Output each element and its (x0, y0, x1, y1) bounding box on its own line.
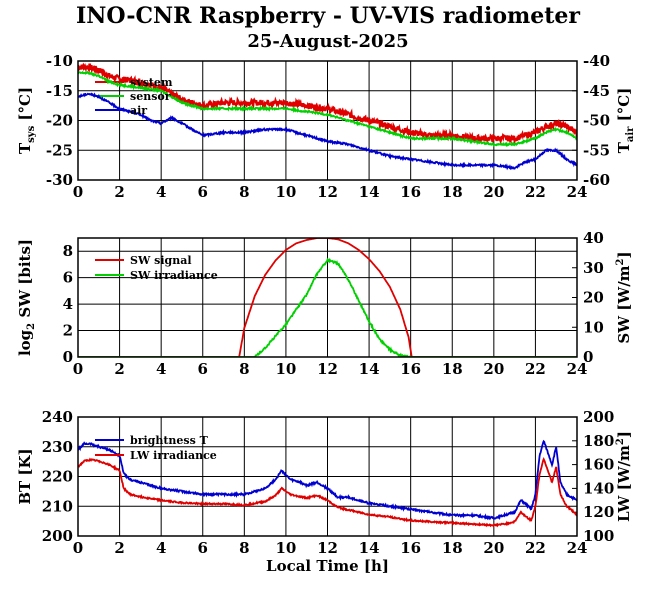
x-tick-label: 4 (156, 539, 166, 557)
x-tick-label: 4 (156, 360, 166, 378)
x-tick-label: 0 (73, 183, 83, 201)
y-left-axis-label: Tsys [°C] (16, 87, 37, 154)
temperature-panel: 0 2 4 6 8 10 12 14 16 18 20 22 24-30-25-20-15-10-60-… (16, 52, 636, 201)
y-left-tick-label: 2 (63, 322, 73, 340)
x-tick-label: 6 (198, 360, 208, 378)
legend-label-system: system (130, 76, 173, 89)
series-line-sensor (78, 70, 577, 147)
y-right-tick-label: 180 (583, 432, 614, 450)
x-tick-label: 24 (567, 360, 588, 378)
x-tick-label: 20 (483, 539, 504, 557)
y-left-tick-label: 240 (42, 408, 73, 426)
y-right-tick-label: -50 (583, 112, 610, 130)
figure-title: INO-CNR Raspberry - UV-VIS radiometer (76, 3, 580, 29)
x-tick-label: 10 (275, 539, 296, 557)
y-left-tick-label: 6 (63, 269, 73, 287)
x-axis-label: Local Time [h] (266, 557, 389, 575)
y-right-tick-label: 30 (583, 259, 604, 277)
y-left-tick-label: -30 (46, 171, 73, 189)
y-right-tick-label: 100 (583, 527, 614, 545)
series-line-lw-irradiance (78, 457, 577, 528)
y-right-tick-label: 10 (583, 318, 604, 336)
shortwave-panel: 0 2 4 6 8 10 12 14 16 18 20 22 2402468010203040log2 … (16, 229, 633, 378)
y-right-tick-label: -45 (583, 82, 610, 100)
series-line-system (78, 62, 577, 145)
legend-label-air: air (130, 104, 147, 117)
y-right-tick-label: 0 (583, 348, 593, 366)
y-left-tick-label: 4 (63, 295, 73, 313)
y-left-tick-label: -15 (46, 82, 73, 100)
x-tick-label: 0 (73, 539, 83, 557)
y-right-tick-label: -60 (583, 171, 610, 189)
series-line-sw-irradiance (78, 257, 577, 357)
x-tick-label: 24 (567, 539, 588, 557)
x-tick-label: 2 (114, 183, 124, 201)
x-tick-label: 8 (239, 539, 249, 557)
x-tick-label: 8 (239, 183, 249, 201)
x-tick-label: 16 (400, 183, 421, 201)
x-tick-label: 24 (567, 183, 588, 201)
x-tick-label: 18 (442, 360, 463, 378)
y-left-axis-label: BT [K] (16, 448, 34, 504)
x-tick-label: 16 (400, 539, 421, 557)
longwave-panel: 0 2 4 6 8 10 12 14 16 18 20 22 242002102202302401001… (16, 408, 633, 575)
y-left-tick-label: -25 (46, 141, 73, 159)
y-right-tick-label: 120 (583, 503, 614, 521)
y-left-tick-label: 8 (63, 242, 73, 260)
x-tick-label: 10 (275, 360, 296, 378)
y-left-tick-label: -20 (46, 112, 73, 130)
legend-label-sw-irradiance: SW irradiance (130, 269, 218, 282)
legend-label-sensor: sensor (130, 90, 171, 103)
y-right-tick-label: 40 (583, 229, 604, 247)
x-tick-label: 8 (239, 360, 249, 378)
x-tick-label: 12 (317, 360, 338, 378)
legend-label-brightness-t: brightness T (130, 434, 209, 447)
y-left-tick-label: -10 (46, 52, 73, 70)
y-right-tick-label: 160 (583, 456, 614, 474)
y-right-tick-label: -55 (583, 141, 610, 159)
series-line-brightness-t (78, 439, 577, 521)
x-tick-label: 18 (442, 539, 463, 557)
x-tick-label: 22 (525, 183, 546, 201)
legend-label-sw-signal: SW signal (130, 254, 192, 267)
x-tick-label: 0 (73, 360, 83, 378)
x-tick-label: 6 (198, 539, 208, 557)
y-right-axis-label: Tair [°C] (615, 88, 636, 154)
y-right-axis-label: SW [W/m2] (615, 251, 633, 343)
x-tick-label: 12 (317, 183, 338, 201)
y-right-tick-label: -40 (583, 52, 610, 70)
y-right-tick-label: 200 (583, 408, 614, 426)
plot-frame (77, 237, 578, 358)
series-line-air (78, 92, 577, 171)
x-tick-label: 22 (525, 360, 546, 378)
y-left-tick-label: 210 (42, 497, 73, 515)
x-tick-label: 12 (317, 539, 338, 557)
x-tick-label: 14 (359, 360, 380, 378)
y-left-tick-label: 220 (42, 468, 73, 486)
x-tick-label: 2 (114, 539, 124, 557)
x-tick-label: 10 (275, 183, 296, 201)
x-tick-label: 6 (198, 183, 208, 201)
x-tick-label: 22 (525, 539, 546, 557)
x-tick-label: 20 (483, 183, 504, 201)
y-right-tick-label: 20 (583, 289, 604, 307)
plot-frame (77, 60, 578, 181)
x-tick-label: 4 (156, 183, 166, 201)
x-tick-label: 18 (442, 183, 463, 201)
x-tick-label: 14 (359, 539, 380, 557)
x-tick-label: 14 (359, 183, 380, 201)
figure-subtitle: 25-August-2025 (247, 31, 408, 52)
x-tick-label: 16 (400, 360, 421, 378)
y-left-tick-label: 230 (42, 438, 73, 456)
y-left-tick-label: 200 (42, 527, 73, 545)
y-left-axis-label: log2 SW [bits] (16, 239, 37, 356)
plot-frame (77, 416, 578, 537)
y-right-tick-label: 140 (583, 479, 614, 497)
legend-label-lw-irradiance: LW irradiance (130, 449, 217, 462)
y-left-tick-label: 0 (63, 348, 73, 366)
y-right-axis-label: LW [W/m2] (615, 431, 633, 522)
x-tick-label: 2 (114, 360, 124, 378)
x-tick-label: 20 (483, 360, 504, 378)
